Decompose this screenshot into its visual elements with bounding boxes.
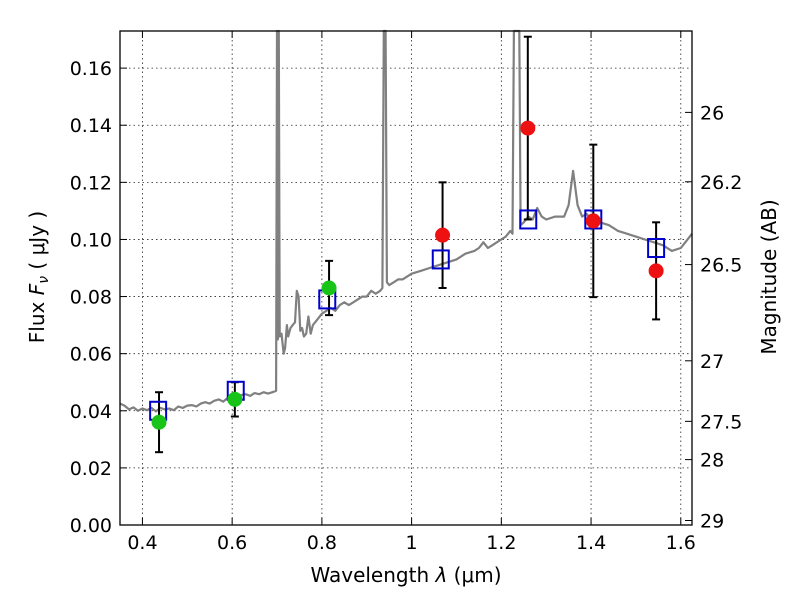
x-tick-label: 1.4 xyxy=(576,532,606,554)
optical-point xyxy=(321,280,337,296)
y-tick-label: 0.02 xyxy=(70,458,112,480)
x-tick-label: 1.6 xyxy=(666,532,696,554)
y2-tick-label: 29 xyxy=(700,510,724,532)
y2-tick-label: 28 xyxy=(700,450,724,472)
points-group xyxy=(151,120,664,430)
y2-axis-title: Magnitude (AB) xyxy=(757,199,781,354)
infrared-point xyxy=(520,120,536,136)
plot-frame xyxy=(119,30,693,526)
y-tick-label: 0.16 xyxy=(70,58,112,80)
x-tick-label: 1.2 xyxy=(486,532,516,554)
model-box xyxy=(584,209,603,230)
errorbars-group xyxy=(155,35,661,454)
y-tick-label: 0.10 xyxy=(70,229,112,251)
x-axis-title: Wavelength λ (μm) xyxy=(310,563,501,587)
x-tick-label: 1 xyxy=(406,532,418,554)
y-tick-label: 0.00 xyxy=(70,515,112,537)
y2-tick-label: 26 xyxy=(700,102,724,124)
y-tick-label: 0.04 xyxy=(70,401,112,423)
optical-point xyxy=(227,391,243,407)
y2-ticks: 29 28 27.5 27 26.5 26.2 26 xyxy=(685,102,742,532)
y2-tick-label: 26.5 xyxy=(700,255,742,277)
x-ticks: 0.4 0.6 0.8 1 1.2 1.4 1.6 xyxy=(127,31,696,554)
spectrum-group xyxy=(119,29,693,413)
x-tick-label: 0.6 xyxy=(217,532,247,554)
y-tick-label: 0.08 xyxy=(70,287,112,309)
y-tick-label: 0.12 xyxy=(70,172,112,194)
model-boxes-group xyxy=(149,209,666,421)
optical-point xyxy=(151,414,167,430)
y-ticks: 0.00 0.02 0.04 0.06 0.08 0.10 0.12 0.14 0.16 xyxy=(70,58,127,537)
spectrum-line xyxy=(119,29,693,413)
model-box xyxy=(519,209,538,230)
model-box xyxy=(431,249,450,270)
y2-tick-label: 26.2 xyxy=(700,172,742,194)
model-box xyxy=(647,238,666,259)
infrared-point xyxy=(435,227,451,243)
y-axis-title: Flux Fν ( μJy ) xyxy=(25,211,52,343)
y-tick-label: 0.06 xyxy=(70,344,112,366)
y-tick-label: 0.14 xyxy=(70,115,112,137)
infrared-point xyxy=(585,213,601,229)
infrared-point xyxy=(648,263,664,279)
y2-tick-label: 27.5 xyxy=(700,411,742,433)
x-tick-label: 0.4 xyxy=(127,532,157,554)
y2-tick-label: 27 xyxy=(700,351,724,373)
x-tick-label: 0.8 xyxy=(307,532,337,554)
